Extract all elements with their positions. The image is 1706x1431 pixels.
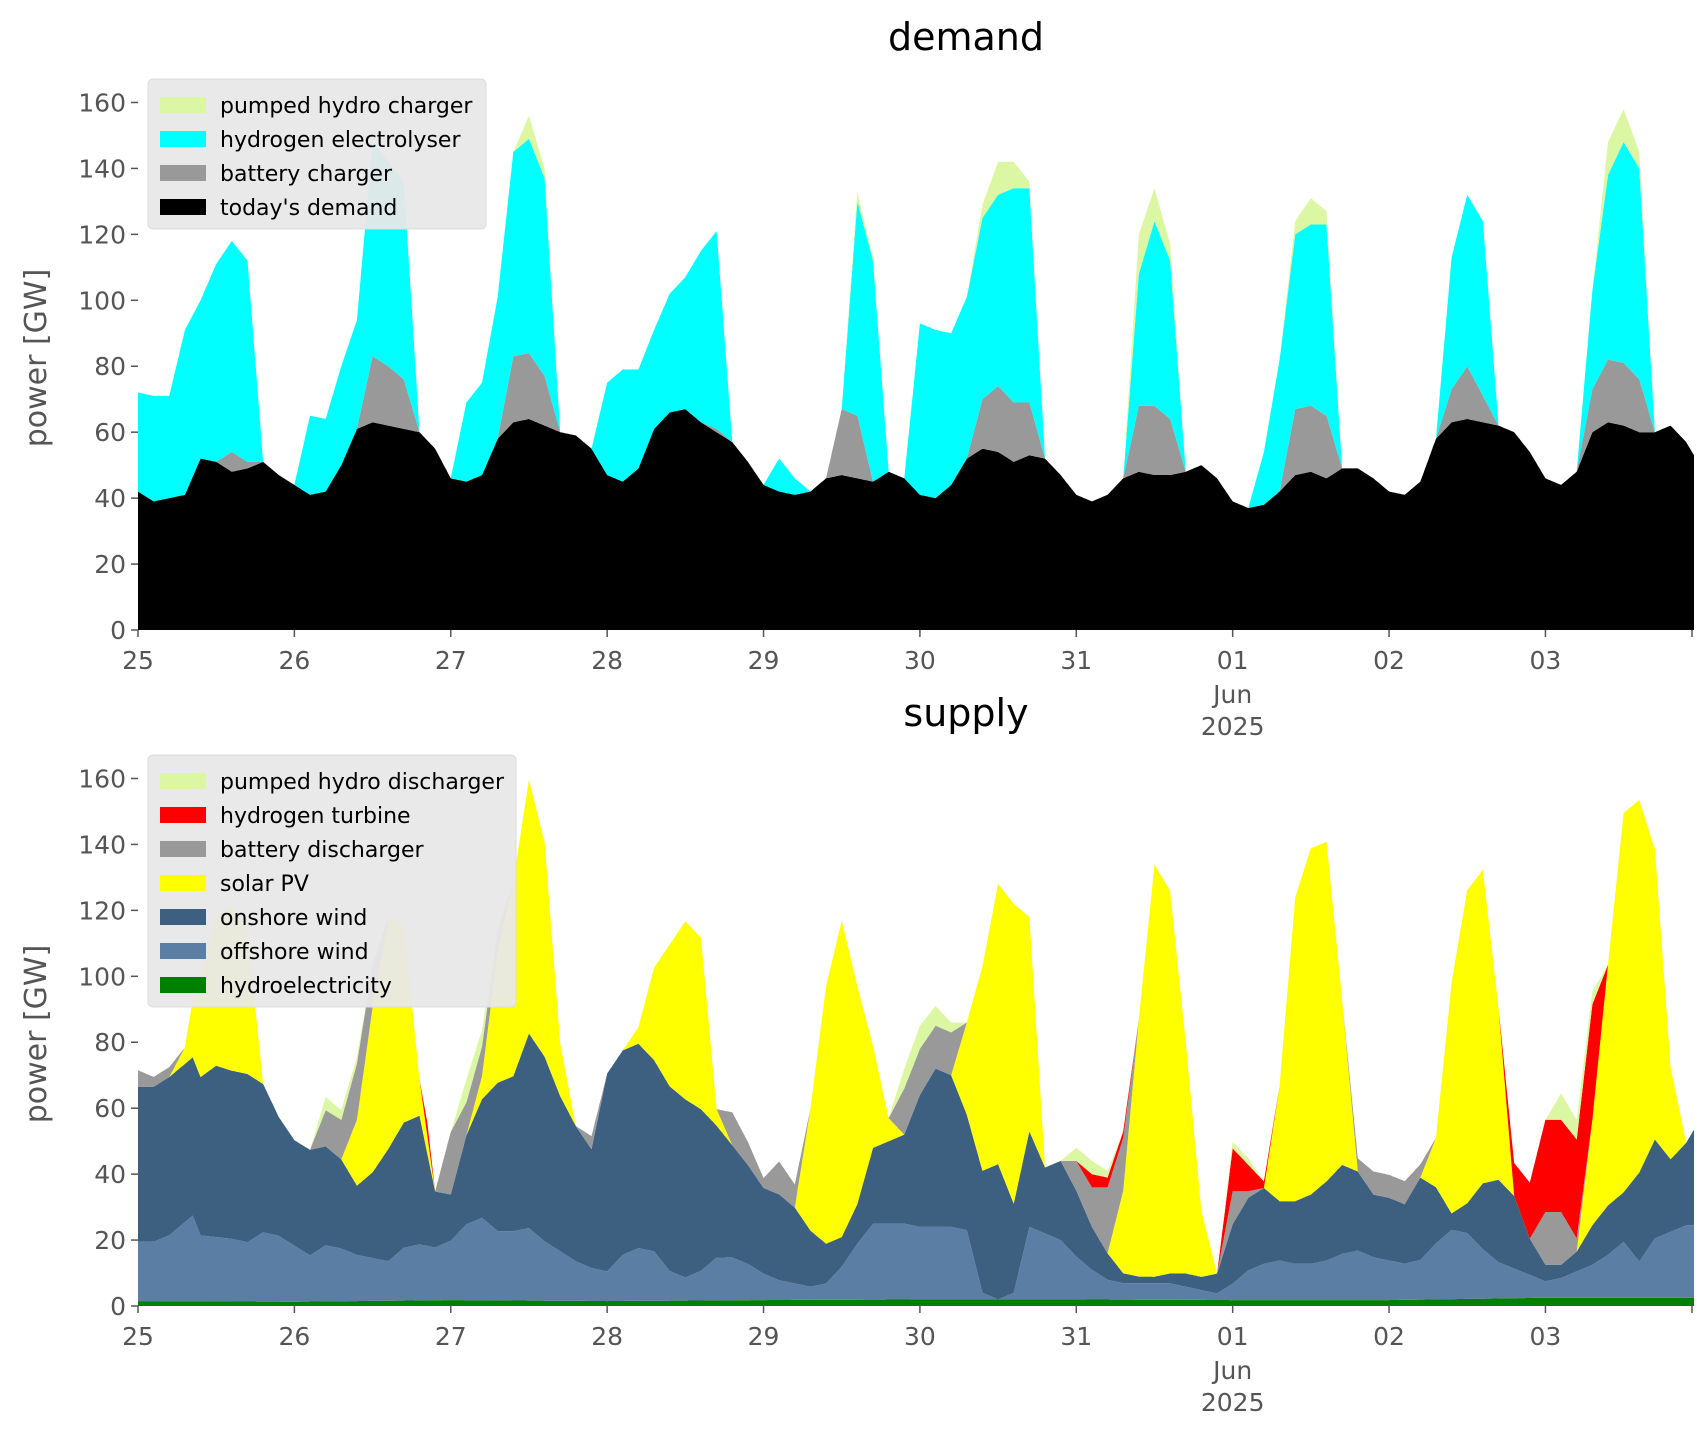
y-tick-label: 20: [94, 1226, 126, 1255]
legend-label: battery charger: [220, 162, 393, 187]
x-tick-label: 28: [591, 646, 623, 675]
x-date-label: 2025: [1201, 712, 1265, 741]
legend-label: pumped hydro discharger: [220, 770, 505, 795]
y-tick-label: 160: [78, 764, 126, 793]
y-tick-label: 80: [94, 352, 126, 381]
legend-box: [147, 78, 487, 230]
x-tick-label: 01: [1217, 1322, 1249, 1351]
area-today-s-demand: [138, 409, 1694, 630]
y-tick-label: 140: [78, 830, 126, 859]
y-axis: 0 20 40 60 80 100 120 140 160 power [GW]: [19, 764, 138, 1321]
legend-swatch-battery-discharger: [160, 841, 206, 857]
x-tick-label: 03: [1530, 646, 1562, 675]
x-tick-label: 27: [435, 646, 467, 675]
x-date-label: Jun: [1211, 1356, 1252, 1385]
x-tick-label: 31: [1060, 1322, 1092, 1351]
legend-label: hydrogen turbine: [220, 804, 411, 829]
legend-swatch-hydrogen-turbine: [160, 807, 206, 823]
y-axis-label: power [GW]: [19, 269, 54, 448]
legend-swatch-today-s-demand: [160, 199, 206, 215]
legend-swatch-onshore-wind: [160, 909, 206, 925]
x-date-label: 2025: [1201, 1388, 1265, 1417]
y-axis: 0 20 40 60 80 100 120 140 160 power [GW]: [19, 88, 138, 645]
x-tick-label: 25: [122, 646, 154, 675]
x-tick-label: 27: [435, 1322, 467, 1351]
x-axis: 25 26 27 28 29 30 31 01 02 03 Jun 2025: [122, 630, 1693, 741]
y-tick-label: 60: [94, 418, 126, 447]
legend-box: [147, 754, 517, 1008]
legend-label: battery discharger: [220, 838, 425, 863]
area-hydroelectricity: [138, 1297, 1694, 1306]
legend: pumped hydro charger hydrogen electrolyse…: [147, 78, 487, 230]
x-tick-label: 31: [1060, 646, 1092, 675]
legend-swatch-pumped-hydro-charger: [160, 97, 206, 113]
legend-swatch-offshore-wind: [160, 943, 206, 959]
x-tick-label: 26: [278, 1322, 310, 1351]
x-tick-label: 29: [748, 646, 780, 675]
area-pumped-hydro-charger: [138, 109, 1694, 508]
x-tick-label: 26: [278, 646, 310, 675]
x-tick-label: 03: [1530, 1322, 1562, 1351]
area-onshore-wind: [138, 1033, 1694, 1300]
y-tick-label: 60: [94, 1094, 126, 1123]
legend-label: offshore wind: [220, 940, 369, 965]
legend-swatch-pumped-hydro-discharger: [160, 773, 206, 789]
legend-label: onshore wind: [220, 906, 367, 931]
legend-label: solar PV: [220, 872, 309, 897]
y-tick-label: 80: [94, 1028, 126, 1057]
legend-swatch-hydrogen-electrolyser: [160, 131, 206, 147]
x-date-label: Jun: [1211, 680, 1252, 709]
stacked-areas: [138, 779, 1694, 1306]
y-tick-label: 120: [78, 896, 126, 925]
x-tick-label: 01: [1217, 646, 1249, 675]
x-tick-label: 30: [904, 1322, 936, 1351]
y-tick-label: 0: [110, 1292, 126, 1321]
x-tick-label: 29: [748, 1322, 780, 1351]
x-tick-label: 30: [904, 646, 936, 675]
y-tick-label: 0: [110, 616, 126, 645]
x-tick-label: 02: [1373, 1322, 1405, 1351]
area-battery-discharger: [138, 779, 1694, 1274]
chart-title: demand: [888, 15, 1044, 59]
area-solar-pv: [138, 779, 1694, 1277]
legend-label: pumped hydro charger: [220, 94, 473, 119]
legend-label: hydrogen electrolyser: [220, 128, 461, 153]
chart-title: supply: [903, 691, 1028, 735]
y-tick-label: 160: [78, 88, 126, 117]
y-tick-label: 140: [78, 154, 126, 183]
area-battery-charger: [138, 353, 1694, 508]
stacked-areas: [138, 109, 1694, 630]
y-tick-label: 100: [78, 962, 126, 991]
area-hydrogen-electrolyser: [138, 138, 1694, 509]
legend: pumped hydro discharger hydrogen turbine b…: [147, 754, 517, 1008]
y-tick-label: 20: [94, 550, 126, 579]
legend-swatch-hydroelectricity: [160, 977, 206, 993]
x-tick-label: 28: [591, 1322, 623, 1351]
legend-label: hydroelectricity: [220, 974, 392, 999]
y-tick-label: 120: [78, 220, 126, 249]
y-tick-label: 100: [78, 286, 126, 315]
legend-swatch-battery-charger: [160, 165, 206, 181]
y-axis-label: power [GW]: [19, 945, 54, 1124]
y-tick-label: 40: [94, 484, 126, 513]
y-tick-label: 40: [94, 1160, 126, 1189]
area-offshore-wind: [138, 1215, 1694, 1302]
x-tick-label: 25: [122, 1322, 154, 1351]
legend-swatch-solar-pv: [160, 875, 206, 891]
x-axis: 25 26 27 28 29 30 31 01 02 03 Jun 2025: [122, 1306, 1693, 1417]
legend-label: today's demand: [220, 196, 397, 221]
x-tick-label: 02: [1373, 646, 1405, 675]
